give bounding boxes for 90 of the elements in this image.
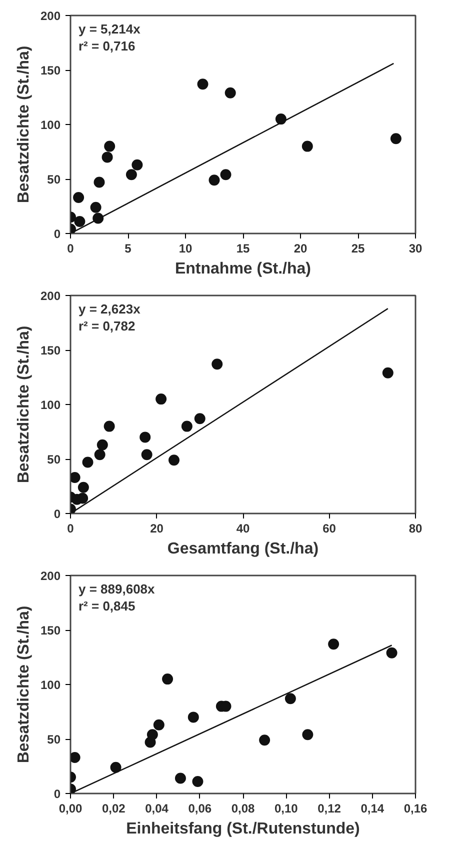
y-tick-label: 100 bbox=[40, 398, 61, 412]
x-tick-label: 60 bbox=[322, 522, 336, 536]
x-tick-label: 20 bbox=[150, 522, 164, 536]
point bbox=[104, 140, 116, 152]
y-tick-label: 200 bbox=[40, 569, 61, 583]
x-tick-label: 0,06 bbox=[188, 802, 212, 816]
y-tick-label: 100 bbox=[40, 678, 61, 692]
point bbox=[78, 482, 89, 493]
x-tick-label: 0,16 bbox=[404, 802, 428, 816]
y-tick-label: 100 bbox=[40, 118, 61, 132]
point bbox=[140, 432, 151, 443]
point bbox=[146, 729, 158, 740]
point bbox=[192, 776, 204, 787]
x-tick-label: 0,08 bbox=[231, 802, 256, 816]
x-tick-label: 0,00 bbox=[58, 802, 83, 816]
point bbox=[386, 647, 398, 658]
annotation: y = 5,214x bbox=[78, 22, 142, 36]
y-tick-label: 200 bbox=[40, 9, 61, 23]
y-tick-label: 50 bbox=[47, 732, 61, 746]
x-tick-label: 0,02 bbox=[102, 802, 126, 816]
point bbox=[382, 367, 394, 378]
point bbox=[126, 169, 137, 180]
y-tick-label: 150 bbox=[40, 64, 61, 78]
point bbox=[102, 152, 113, 163]
y-tick-label: 150 bbox=[40, 624, 61, 638]
y-tick-label: 50 bbox=[47, 452, 61, 466]
x-axis-title: Einheitsfang (St./Rutenstunde) bbox=[126, 820, 360, 838]
annotation: r² = 0,782 bbox=[78, 318, 136, 334]
x-tick-label: 15 bbox=[236, 242, 250, 256]
point bbox=[141, 449, 152, 460]
point bbox=[188, 712, 199, 723]
x-tick-label: 0,14 bbox=[360, 802, 384, 816]
point bbox=[220, 169, 232, 180]
point bbox=[390, 133, 402, 144]
annotation: y = 2,623x bbox=[78, 302, 142, 316]
x-tick-label: 80 bbox=[408, 522, 422, 536]
point bbox=[96, 439, 108, 450]
x-tick-label: 0,12 bbox=[318, 802, 342, 816]
y-axis-title: Besatzdichte (St./ha) bbox=[15, 46, 32, 204]
y-axis-title: Besatzdichte (St./ha) bbox=[15, 326, 32, 484]
point bbox=[110, 762, 122, 773]
point bbox=[77, 492, 88, 504]
point bbox=[174, 772, 186, 784]
point bbox=[74, 216, 86, 227]
point bbox=[224, 87, 236, 98]
point bbox=[73, 192, 84, 204]
x-tick-label: 25 bbox=[351, 242, 365, 256]
point bbox=[208, 174, 220, 186]
point bbox=[153, 719, 164, 730]
point bbox=[302, 140, 313, 152]
point bbox=[259, 734, 270, 746]
point bbox=[90, 202, 102, 213]
y-tick-label: 50 bbox=[47, 172, 61, 186]
x-axis-title: Gesamtfang (St./ha) bbox=[167, 540, 319, 558]
x-tick-label: 30 bbox=[408, 242, 422, 256]
x-tick-label: 5 bbox=[124, 242, 132, 256]
x-tick-label: 0 bbox=[67, 522, 74, 536]
y-tick-label: 0 bbox=[54, 227, 61, 241]
point bbox=[212, 358, 223, 370]
y-axis-title: Besatzdichte (St./ha) bbox=[15, 606, 32, 764]
y-tick-label: 0 bbox=[54, 787, 61, 801]
y-tick-label: 200 bbox=[40, 289, 61, 303]
x-tick-label: 0 bbox=[67, 242, 74, 256]
y-tick-label: 150 bbox=[40, 344, 61, 358]
point bbox=[328, 638, 340, 650]
point bbox=[70, 472, 80, 484]
y-tick-label: 0 bbox=[54, 507, 61, 521]
point bbox=[70, 752, 80, 764]
point bbox=[302, 729, 314, 740]
point bbox=[82, 456, 94, 468]
point bbox=[197, 78, 208, 90]
point bbox=[94, 449, 106, 460]
annotation: r² = 0,845 bbox=[78, 598, 136, 614]
annotation: r² = 0,716 bbox=[78, 38, 136, 54]
x-tick-label: 0,10 bbox=[274, 802, 298, 816]
point bbox=[132, 159, 143, 170]
x-axis-title: Entnahme (St./ha) bbox=[174, 260, 312, 278]
point bbox=[194, 413, 206, 424]
point bbox=[156, 394, 167, 405]
point bbox=[181, 420, 192, 432]
point bbox=[162, 674, 174, 685]
x-tick-label: 20 bbox=[294, 242, 308, 256]
x-tick-label: 40 bbox=[236, 522, 250, 536]
point bbox=[284, 693, 296, 704]
point bbox=[168, 454, 180, 466]
annotation: y = 889,608x bbox=[78, 582, 156, 596]
x-tick-label: 0,04 bbox=[145, 802, 169, 816]
x-tick-label: 10 bbox=[178, 242, 192, 256]
point bbox=[94, 176, 105, 188]
point bbox=[104, 420, 115, 432]
